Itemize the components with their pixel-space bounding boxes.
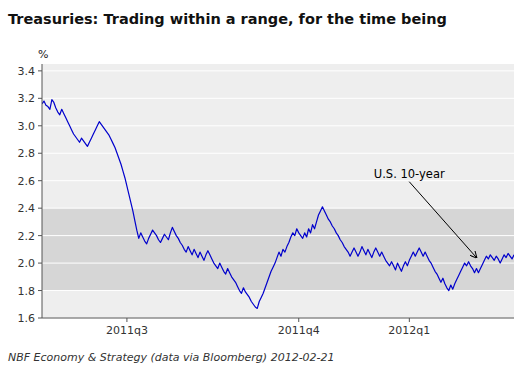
x-tick-label: 2011q4 (278, 324, 320, 337)
line-series (42, 100, 514, 309)
y-tick (38, 70, 42, 71)
chart: 1.6 1.8 2.0 2.2 2.4 2.6 2.8 3.0 3.2 3.4 2011q3 2011… (0, 0, 528, 369)
grid-line (42, 208, 514, 209)
y-tick-label: 1.8 (18, 285, 36, 298)
grid-line (42, 70, 514, 71)
y-tick-label: 1.6 (18, 312, 36, 325)
y-tick-label: 2.2 (18, 230, 36, 243)
y-tick-label: 2.8 (18, 147, 36, 160)
y-tick-label: 3.4 (18, 65, 36, 78)
title: Treasuries: Trading within a range, for … (8, 11, 447, 27)
y-tick-label: 2.6 (18, 175, 36, 188)
x-tick-label: 2012q1 (388, 324, 430, 337)
x-tick (298, 318, 299, 322)
grid-line (42, 125, 514, 126)
y-tick (38, 153, 42, 154)
grid-line (42, 290, 514, 291)
y-tick (38, 263, 42, 264)
annotation-arrow (409, 182, 476, 258)
grid-line (42, 318, 514, 319)
y-tick (38, 98, 42, 99)
y-tick-label: 3.2 (18, 92, 36, 105)
grid-line (42, 98, 514, 99)
x-tick (409, 318, 410, 322)
grid-line (42, 263, 514, 264)
y-tick (38, 180, 42, 181)
x-axis (42, 318, 514, 319)
y-tick (38, 125, 42, 126)
y-tick-label: 3.0 (18, 120, 36, 133)
y-tick (38, 318, 42, 319)
grid-line (42, 153, 514, 154)
y-tick (38, 235, 42, 236)
footer: NBF Economy & Strategy (data via Bloombe… (8, 351, 335, 364)
plot-background (42, 64, 514, 318)
grid-line (42, 235, 514, 236)
y-axis (42, 64, 43, 318)
y-axis-label: % (38, 48, 48, 61)
x-tick (126, 318, 127, 322)
y-tick-label: 2.4 (18, 202, 36, 215)
annotation-text: U.S. 10-year (374, 167, 445, 181)
plot-area (42, 71, 514, 318)
x-tick-label: 2011q3 (106, 324, 148, 337)
y-tick (38, 290, 42, 291)
y-tick (38, 208, 42, 209)
y-tick-label: 2.0 (18, 257, 36, 270)
